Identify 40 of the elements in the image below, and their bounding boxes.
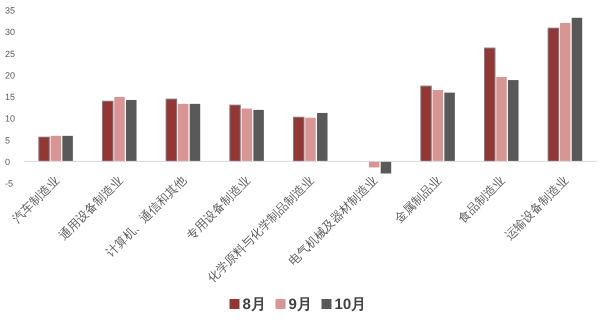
bar	[178, 104, 188, 162]
y-tick-label: 30	[5, 27, 16, 38]
bar	[484, 48, 496, 162]
bar	[496, 77, 507, 162]
bar	[242, 108, 252, 162]
bar	[166, 98, 178, 162]
bar	[444, 92, 455, 162]
y-tick-label: 15	[5, 92, 16, 102]
legend-label: 10月	[334, 296, 366, 313]
x-tick-label: 金属制品业	[392, 173, 444, 226]
y-tick-label: 35	[5, 6, 16, 16]
y-tick-label: -5	[5, 178, 14, 188]
x-tick-label: 食品制造业	[455, 173, 508, 226]
bar	[229, 104, 241, 162]
bar	[253, 110, 264, 162]
bar	[548, 28, 560, 162]
bar	[102, 100, 114, 162]
y-tick-label: 10	[5, 114, 16, 124]
bar	[190, 104, 200, 162]
bar	[560, 22, 570, 162]
bar	[38, 136, 50, 162]
bar	[62, 136, 73, 162]
bar	[126, 100, 137, 162]
y-tick-label: 20	[5, 70, 16, 80]
bar	[420, 86, 432, 162]
bar	[432, 90, 444, 162]
y-tick-label: 5	[5, 135, 10, 146]
bar	[368, 161, 380, 168]
bar	[317, 112, 328, 162]
legend-label: 9月	[288, 296, 312, 313]
y-tick-label: 25	[5, 48, 16, 59]
bar	[572, 18, 582, 162]
bar	[114, 96, 125, 162]
bar	[292, 116, 304, 162]
y-tick-label: 0	[5, 156, 10, 167]
bar	[50, 136, 62, 162]
bar	[305, 118, 316, 162]
bar	[380, 161, 392, 174]
bar	[508, 80, 519, 162]
legend-label: 8月	[242, 296, 266, 313]
